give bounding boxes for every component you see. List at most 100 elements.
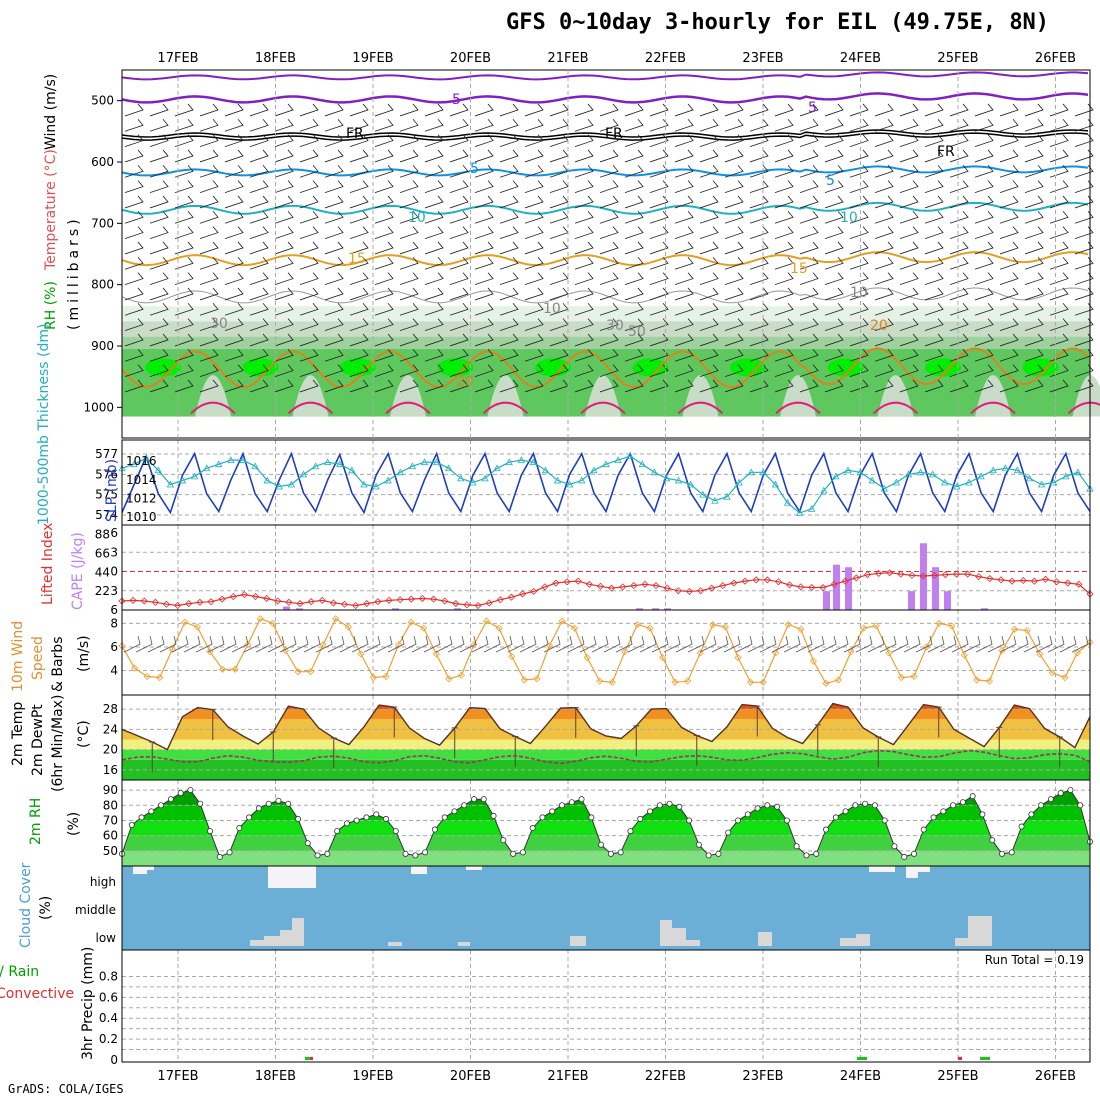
cloud-low-bar: [672, 928, 686, 946]
wind-barb: [499, 180, 519, 193]
wind-barb: [874, 364, 894, 377]
wind-barb: [274, 379, 294, 393]
wind-barb: [374, 195, 394, 209]
cape-bar: [908, 591, 915, 610]
wind-barb-10m: [315, 636, 333, 653]
cape-bar: [636, 608, 643, 610]
wind-barb: [449, 364, 469, 377]
li-marker: [685, 587, 694, 595]
precip-conv-label: Convective: [0, 986, 74, 1002]
wind-barb-10m: [663, 636, 681, 653]
wind-barb: [699, 134, 719, 147]
wind-speed-marker: [420, 624, 428, 632]
li-marker: [129, 596, 137, 604]
rh-marker: [422, 849, 429, 856]
wind-barb: [174, 349, 194, 362]
wind-barb: [874, 211, 894, 224]
wind-barb: [349, 318, 369, 331]
rh-band: [122, 850, 1090, 866]
li-ytick: 3: [110, 545, 118, 559]
wind-barb: [324, 149, 344, 163]
wind-barb: [924, 333, 944, 347]
wind-barb: [599, 257, 619, 270]
wind-barb: [799, 333, 819, 347]
thickness-marker: [868, 476, 876, 484]
wind-barb: [124, 211, 144, 224]
wind-barb: [549, 103, 569, 117]
wind-barb: [424, 165, 444, 178]
li-marker: [363, 600, 371, 608]
wind-barb: [874, 134, 894, 147]
wind-barb: [1024, 364, 1044, 377]
wind-barb: [599, 241, 619, 255]
wind-barb: [799, 226, 819, 239]
wind-barb: [149, 272, 169, 285]
wind-barb: [1049, 303, 1069, 316]
wind-speed-marker: [344, 623, 352, 631]
contour-label: 50: [628, 324, 646, 340]
wind-speed-marker: [1036, 650, 1044, 658]
wind-barb: [149, 364, 169, 377]
thickness-marker: [856, 468, 864, 476]
temp-25-contour: [482, 401, 529, 415]
wind-barb: [924, 103, 944, 117]
wind-barb: [724, 103, 744, 117]
wind-barb: [749, 180, 769, 193]
li-marker: [797, 583, 805, 591]
wind-barb: [499, 241, 519, 255]
wind-barb: [174, 333, 194, 347]
wind-barb: [749, 165, 769, 178]
wind-barb: [974, 211, 994, 224]
li-marker: [1019, 576, 1027, 585]
wind-barb: [424, 241, 444, 255]
wind-barb: [724, 119, 744, 132]
wind-barb: [824, 226, 844, 239]
wind-barb: [624, 364, 644, 377]
wind10-ylabel-4: (m/s): [76, 635, 92, 672]
wind-barb: [249, 134, 269, 147]
wind-barb: [674, 349, 694, 362]
wind-barb: [1024, 257, 1044, 270]
wind-barb-10m: [483, 636, 501, 653]
wind-barb: [624, 134, 644, 147]
li-marker: [541, 583, 549, 591]
rh-marker: [382, 815, 389, 822]
wind-barb: [949, 165, 969, 178]
rh-marker: [862, 800, 869, 807]
wind-barb: [299, 180, 319, 193]
wind-barb: [424, 379, 444, 393]
temp-20-contour: [121, 347, 1089, 389]
li-marker: [1064, 579, 1072, 587]
cloud-high-bar: [906, 866, 918, 878]
credit-text: GrADS: COLA/IGES: [8, 1082, 124, 1096]
contour-label: 10: [840, 210, 858, 226]
wind-barb: [524, 165, 544, 178]
wind-speed-marker: [960, 651, 968, 659]
wind-barb: [1024, 333, 1044, 347]
wind-speed-marker: [319, 641, 327, 649]
thickness-marker: [469, 478, 477, 486]
wind-barb: [149, 303, 169, 316]
wind-barb: [749, 303, 769, 316]
rh-marker: [314, 852, 321, 859]
wind-barb: [199, 272, 219, 285]
li-marker: [441, 597, 449, 605]
thickness-marker: [287, 480, 296, 488]
thickness-marker: [203, 464, 211, 472]
wind-barb: [1024, 318, 1044, 331]
li-marker: [429, 595, 438, 603]
wind-barb: [474, 211, 494, 224]
wind-barb: [199, 211, 219, 224]
wind-barb: [599, 318, 619, 331]
wind-barb: [674, 257, 694, 270]
li-marker: [930, 571, 938, 579]
wind-barb: [124, 195, 144, 209]
wind-barb: [174, 226, 194, 239]
wind-barb: [949, 287, 969, 301]
wind-barb: [824, 211, 844, 224]
wind-barb: [374, 149, 394, 163]
wind-barb: [149, 226, 169, 239]
wind-barb: [774, 272, 794, 285]
wind-barb-10m: [1023, 636, 1041, 653]
